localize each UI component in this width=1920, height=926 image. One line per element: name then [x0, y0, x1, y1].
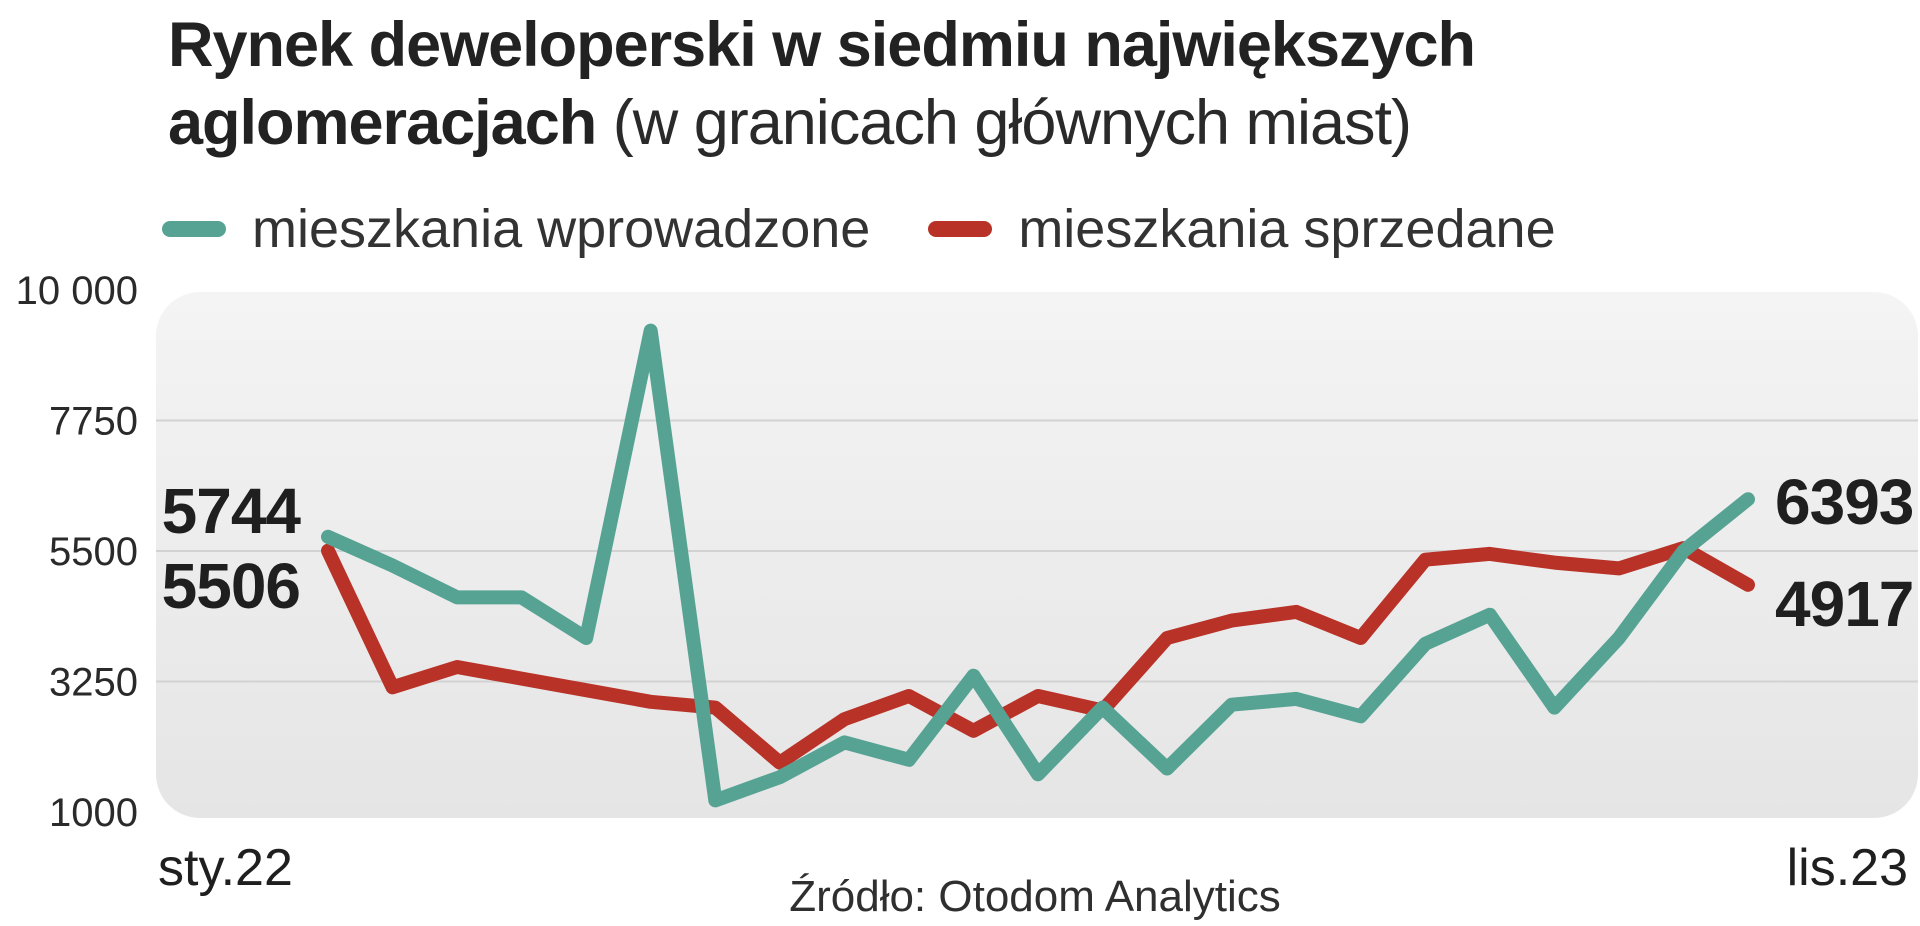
data-point-introduced	[519, 595, 524, 600]
data-point-introduced	[326, 534, 330, 539]
data-point-sold	[906, 694, 911, 698]
gridlines	[156, 419, 1918, 683]
chart-title: Rynek deweloperski w siedmiu największyc…	[168, 6, 1868, 162]
data-point-sold	[1165, 636, 1170, 640]
y-tick-label: 3250	[49, 661, 138, 705]
end-value-label-introduced: 6393	[1775, 466, 1913, 538]
y-tick-label: 1000	[49, 791, 138, 835]
chart-title-subtitle: (w granicach głównych miast)	[612, 88, 1412, 158]
data-point-sold	[455, 665, 460, 669]
data-point-sold	[1229, 618, 1234, 623]
data-point-introduced	[842, 740, 847, 745]
data-point-introduced	[777, 775, 782, 780]
legend: mieszkania wprowadzone mieszkania sprzed…	[162, 196, 1614, 262]
data-point-sold	[971, 728, 976, 733]
data-point-introduced	[455, 595, 460, 600]
y-tick-label: 10 000	[16, 269, 138, 313]
data-point-sold	[326, 548, 330, 553]
source-note: Źródło: Otodom Analytics	[789, 872, 1281, 921]
chart-title-main: Rynek deweloperski w siedmiu największyc…	[168, 10, 1476, 158]
end-value-labels: 5744 6393 5506 4917	[162, 466, 1915, 640]
data-point-sold	[1358, 636, 1363, 640]
data-point-sold	[1616, 566, 1621, 571]
data-point-sold	[1036, 694, 1040, 698]
data-point-sold	[1423, 557, 1428, 562]
data-point-introduced	[1681, 549, 1686, 553]
data-point-sold	[1487, 551, 1492, 556]
data-point-introduced	[1487, 612, 1492, 617]
legend-label-introduced: mieszkania wprowadzone	[252, 199, 871, 259]
data-point-introduced	[1036, 772, 1040, 777]
data-point-sold	[777, 760, 782, 765]
y-tick-label: 7750	[49, 400, 138, 444]
data-point-introduced	[1294, 696, 1299, 701]
data-point-introduced	[1552, 705, 1557, 710]
y-axis-ticks: 10 000 7750 5500 3250 1000	[16, 269, 138, 835]
data-point-sold	[584, 688, 589, 693]
legend-swatch-sold	[928, 221, 993, 237]
data-point-sold	[1552, 560, 1557, 565]
data-point-sold	[519, 676, 524, 681]
data-point-introduced	[390, 563, 395, 568]
data-point-introduced	[1358, 714, 1363, 719]
data-point-introduced	[1165, 766, 1170, 771]
data-point-introduced	[648, 328, 653, 333]
data-point-introduced	[1229, 702, 1234, 707]
data-point-introduced	[906, 757, 911, 762]
data-point-introduced	[1616, 636, 1621, 640]
data-point-introduced	[1423, 641, 1428, 646]
data-point-introduced	[584, 636, 589, 640]
x-axis-start-label: sty.22	[158, 839, 293, 897]
legend-item-sold: mieszkania sprzedane	[928, 198, 1556, 260]
data-point-sold	[648, 699, 653, 704]
data-point-sold	[390, 685, 395, 690]
data-point-sold	[842, 717, 847, 722]
data-point-introduced	[713, 798, 718, 803]
start-value-label-introduced: 5744	[162, 475, 302, 547]
end-value-label-sold: 4917	[1775, 568, 1913, 640]
data-point-introduced	[971, 673, 976, 678]
data-point-sold	[713, 705, 718, 710]
y-tick-label: 5500	[49, 530, 138, 574]
data-point-introduced	[1100, 705, 1105, 710]
data-point-sold	[1294, 609, 1299, 614]
legend-item-introduced: mieszkania wprowadzone	[162, 198, 870, 260]
data-point-introduced	[1746, 497, 1750, 502]
legend-label-sold: mieszkania sprzedane	[1018, 199, 1556, 259]
start-value-label-sold: 5506	[162, 550, 300, 622]
x-axis-end-label: lis.23	[1787, 839, 1908, 897]
legend-swatch-introduced	[162, 221, 226, 237]
series-lines	[321, 323, 1755, 808]
data-point-sold	[1746, 582, 1750, 587]
